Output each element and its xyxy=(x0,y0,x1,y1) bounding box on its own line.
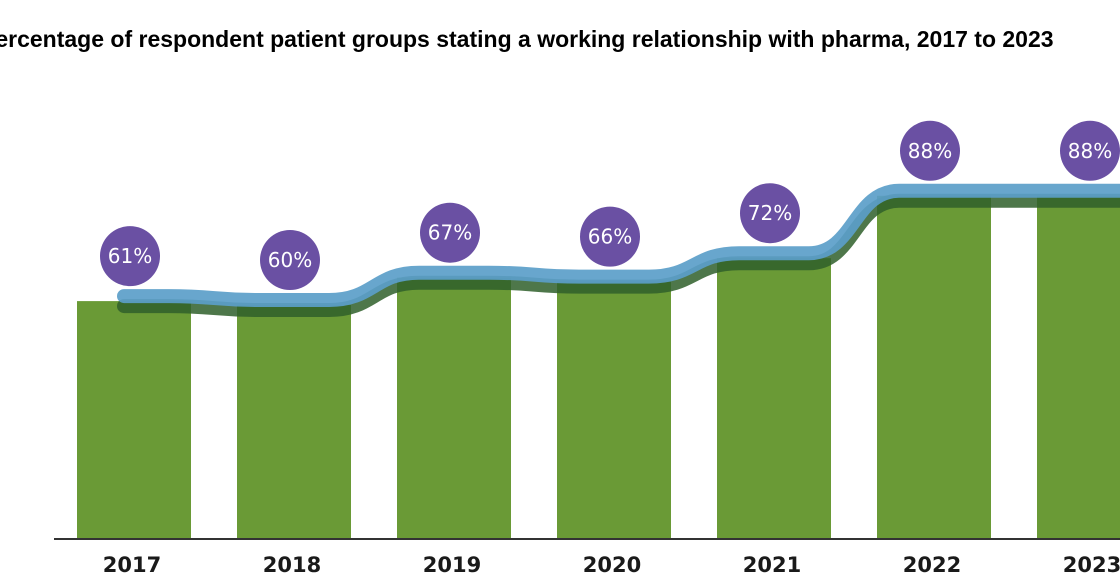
chart-title: Percentage of respondent patient groups … xyxy=(0,26,1054,52)
data-label-badge-2021 xyxy=(740,183,800,244)
x-tick-label-2020: 2020 xyxy=(583,553,641,577)
data-label-badge-2020 xyxy=(580,206,640,267)
x-tick-label-2019: 2019 xyxy=(423,553,481,577)
bars-layer xyxy=(77,195,1120,540)
data-label-2022: 88% xyxy=(908,139,952,163)
data-label-badge-2023 xyxy=(1060,120,1120,181)
x-tick-label-2017: 2017 xyxy=(103,553,161,577)
x-tick-label-2022: 2022 xyxy=(903,553,961,577)
bar-2019 xyxy=(397,277,511,539)
x-tick-labels: 2017 2018 2019 2020 2021 2022 2023 xyxy=(103,553,1120,577)
bar-2018 xyxy=(237,305,351,539)
data-label-2019: 67% xyxy=(428,221,472,245)
bar-2022 xyxy=(877,195,991,540)
data-label-2021: 72% xyxy=(748,201,792,225)
data-label-2018: 60% xyxy=(268,248,312,272)
bar-2017 xyxy=(77,301,191,539)
bar-2020 xyxy=(557,281,671,539)
trend-line xyxy=(117,183,1120,308)
data-label-2023: 88% xyxy=(1068,139,1112,163)
x-tick-label-2023: 2023 xyxy=(1063,553,1120,577)
data-label-2017: 61% xyxy=(108,244,152,268)
trend-line-layer xyxy=(117,183,1120,318)
data-label-badge-2022 xyxy=(900,120,960,181)
data-label-badge-2019 xyxy=(420,202,480,263)
data-label-badge-2017 xyxy=(100,226,160,287)
trend-line-shadow xyxy=(117,193,1120,318)
data-labels-layer: 61% 60% 67% 66% 72% 88% 88% xyxy=(100,120,1120,290)
x-tick-label-2021: 2021 xyxy=(743,553,801,577)
data-label-2020: 66% xyxy=(588,225,632,249)
bar-2021 xyxy=(717,258,831,539)
bar-2023 xyxy=(1037,195,1120,540)
data-label-badge-2018 xyxy=(260,230,320,290)
x-tick-label-2018: 2018 xyxy=(263,553,321,577)
